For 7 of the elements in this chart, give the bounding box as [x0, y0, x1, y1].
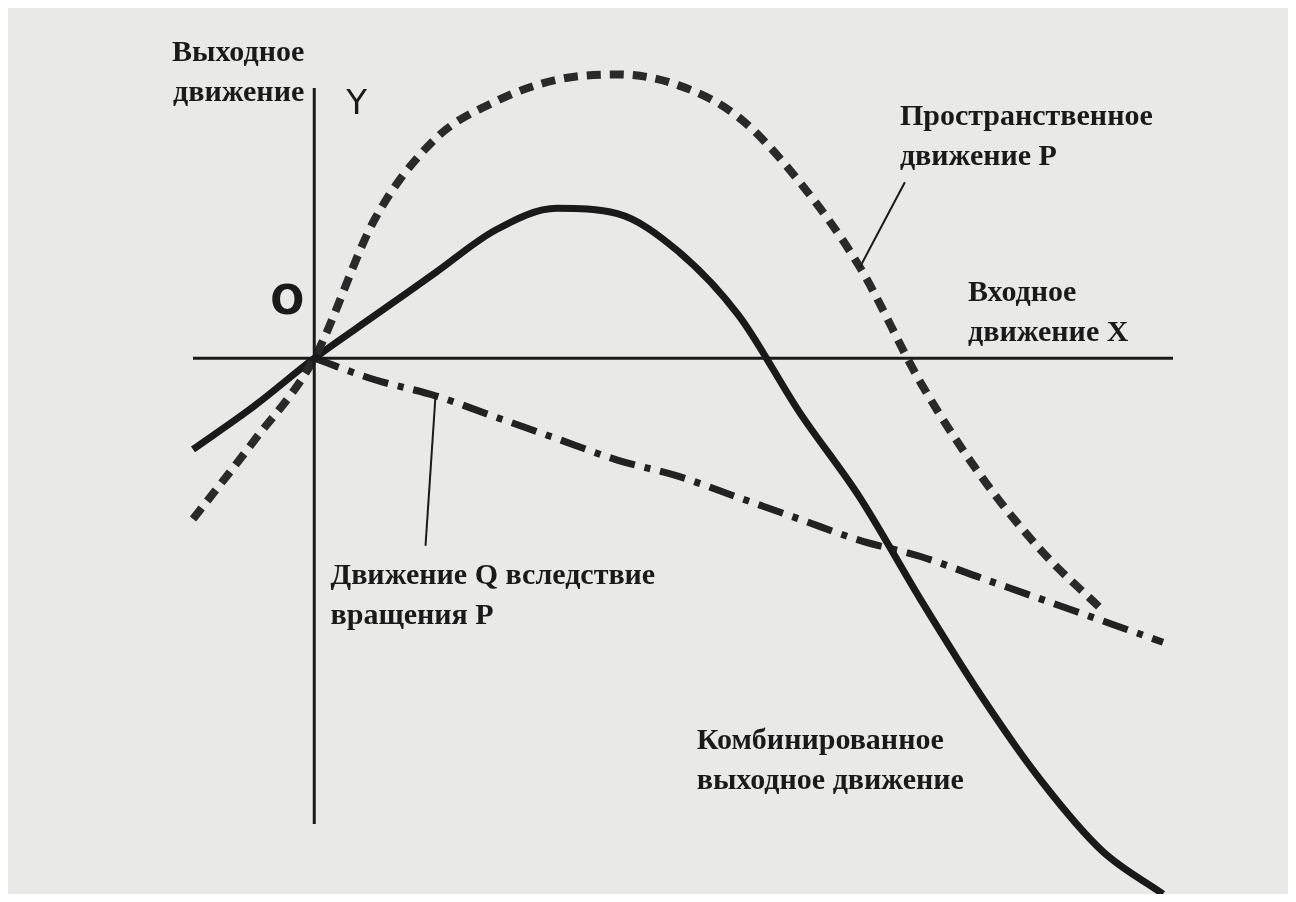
y-axis-title: Выходное движение — [172, 33, 305, 107]
x-axis-title: Входное движение X — [968, 274, 1129, 348]
annotation: Y — [345, 81, 368, 122]
annotation: O — [270, 276, 305, 323]
text: Движение Q вследствие вращения P — [330, 556, 656, 630]
series-label: Комбинированное выходное движение — [696, 722, 964, 796]
text: Пространственное движение P — [899, 97, 1153, 171]
